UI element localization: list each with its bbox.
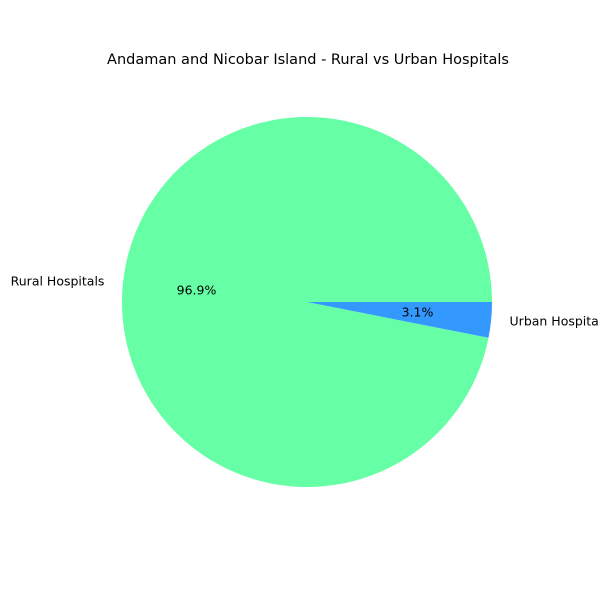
chart-title: Andaman and Nicobar Island - Rural vs Ur…: [107, 52, 509, 68]
slice-category-label: Rural Hospitals: [11, 274, 105, 289]
pie-slice-rural-hospitals: [121, 116, 492, 487]
slice-percent-label: 3.1%: [402, 304, 434, 319]
pie-slices: [121, 116, 492, 487]
slice-percent-label: 96.9%: [177, 283, 217, 298]
slice-category-label: Urban Hospitals: [510, 313, 600, 328]
pie-labels: Rural Hospitals 96.9% Urban Hospitals 3.1%: [11, 274, 600, 329]
pie-slice-urban-hospitals: [307, 302, 492, 338]
